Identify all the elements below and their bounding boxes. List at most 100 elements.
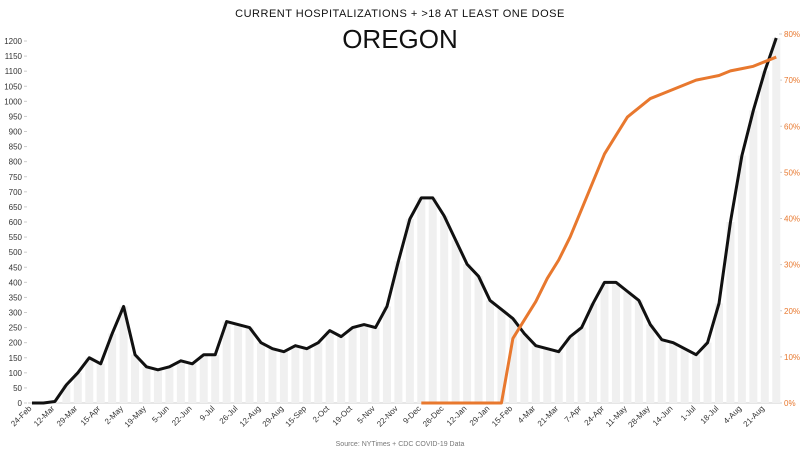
- bar: [257, 342, 265, 403]
- bar: [715, 303, 723, 403]
- y-tick-label: 400: [9, 278, 23, 287]
- y-tick-label: 0: [18, 399, 23, 408]
- bar: [463, 264, 472, 403]
- bar: [451, 240, 460, 403]
- bar: [554, 351, 563, 403]
- y-tick-label: 50: [13, 384, 22, 393]
- bar: [165, 366, 174, 403]
- x-tick-label: 22-Nov: [375, 404, 400, 429]
- bar: [314, 342, 323, 403]
- bar: [611, 282, 620, 403]
- bar: [772, 37, 781, 403]
- bar: [600, 282, 609, 403]
- y-tick-label: 300: [9, 309, 23, 318]
- x-tick-label: 29-Jan: [468, 404, 492, 428]
- y-tick-label: 450: [9, 263, 23, 272]
- bar: [131, 354, 140, 403]
- bar: [245, 327, 254, 403]
- bar: [417, 197, 426, 403]
- bar: [646, 324, 655, 403]
- y-tick-label: 100: [9, 369, 23, 378]
- bar: [692, 354, 701, 403]
- bar: [211, 354, 220, 403]
- x-tick-label: 12-Jan: [445, 404, 469, 428]
- bar: [62, 384, 71, 403]
- bar: [394, 261, 403, 403]
- bar: [153, 369, 162, 403]
- bar: [497, 309, 506, 403]
- bar: [703, 342, 712, 403]
- y-tick-label: 550: [9, 233, 23, 242]
- x-tick-label: 4-Aug: [722, 404, 743, 425]
- y-tick-label: 1100: [5, 67, 23, 76]
- bar: [348, 327, 357, 403]
- y2-tick-label: 60%: [784, 122, 800, 131]
- x-tick-label: 15-Sep: [284, 404, 309, 429]
- y-tick-label: 1200: [4, 37, 22, 46]
- y-tick-label: 250: [9, 324, 23, 333]
- bar: [96, 363, 105, 403]
- bar: [302, 348, 311, 403]
- x-tick-label: 18-Jul: [699, 404, 721, 426]
- bar: [760, 71, 769, 404]
- x-tick-label: 15-Feb: [490, 404, 515, 429]
- y-tick-label: 800: [9, 158, 23, 167]
- y-tick-label: 600: [9, 218, 23, 227]
- y2-tick-label: 50%: [784, 168, 800, 177]
- bar: [428, 197, 437, 403]
- y2-tick-label: 40%: [784, 215, 800, 224]
- x-tick-label: 24-Apr: [583, 404, 607, 428]
- x-tick-label: 26-Jul: [218, 404, 240, 426]
- x-tick-label: 9-Dec: [401, 404, 422, 425]
- x-tick-label: 14-Jun: [651, 404, 675, 428]
- bar: [577, 327, 586, 403]
- x-tick-label: 21-Aug: [742, 404, 767, 429]
- bar: [199, 354, 208, 403]
- bar: [234, 324, 243, 403]
- bar: [382, 306, 391, 403]
- bar: [726, 222, 735, 403]
- y2-tick-label: 30%: [784, 261, 800, 270]
- bar: [325, 330, 334, 403]
- bar: [222, 321, 231, 403]
- bar: [520, 333, 529, 403]
- bar: [589, 303, 598, 403]
- x-tick-label: 26-Dec: [421, 404, 446, 429]
- bar: [142, 366, 151, 403]
- x-tick-label: 11-May: [604, 404, 629, 429]
- y-tick-label: 500: [9, 248, 23, 257]
- x-tick-label: 22-Jun: [170, 404, 194, 428]
- y-tick-label: 150: [9, 354, 23, 363]
- bar: [85, 357, 94, 403]
- x-tick-label: 28-May: [626, 404, 651, 429]
- x-tick-label: 1-Jul: [679, 404, 698, 423]
- bar: [657, 339, 666, 403]
- bar: [405, 218, 414, 403]
- y-tick-label: 900: [9, 128, 23, 137]
- x-tick-label: 15-Apr: [79, 404, 103, 428]
- bar: [634, 300, 643, 403]
- bar: [440, 215, 449, 403]
- y2-tick-label: 70%: [784, 76, 800, 85]
- bar: [119, 306, 128, 403]
- y-tick-label: 650: [9, 203, 23, 212]
- bar: [531, 345, 540, 403]
- chart-title: CURRENT HOSPITALIZATIONS + >18 AT LEAST …: [235, 8, 565, 20]
- y-tick-label: 850: [9, 143, 23, 152]
- x-tick-label: 12-Mar: [32, 404, 57, 429]
- x-tick-label: 19-May: [123, 404, 148, 429]
- x-tick-label: 2-Oct: [311, 404, 332, 425]
- x-tick-label: 5-Nov: [355, 404, 376, 425]
- bar: [680, 348, 689, 403]
- bar: [566, 336, 575, 403]
- series-line: [32, 37, 778, 405]
- y-tick-label: 350: [9, 293, 23, 302]
- bar: [337, 336, 346, 403]
- y-tick-label: 1150: [5, 52, 23, 61]
- y-tick-label: 700: [9, 188, 23, 197]
- y-tick-label: 1000: [4, 97, 22, 106]
- bar: [291, 345, 300, 403]
- bar: [176, 360, 185, 403]
- bar: [268, 348, 277, 403]
- y2-tick-label: 20%: [784, 307, 800, 316]
